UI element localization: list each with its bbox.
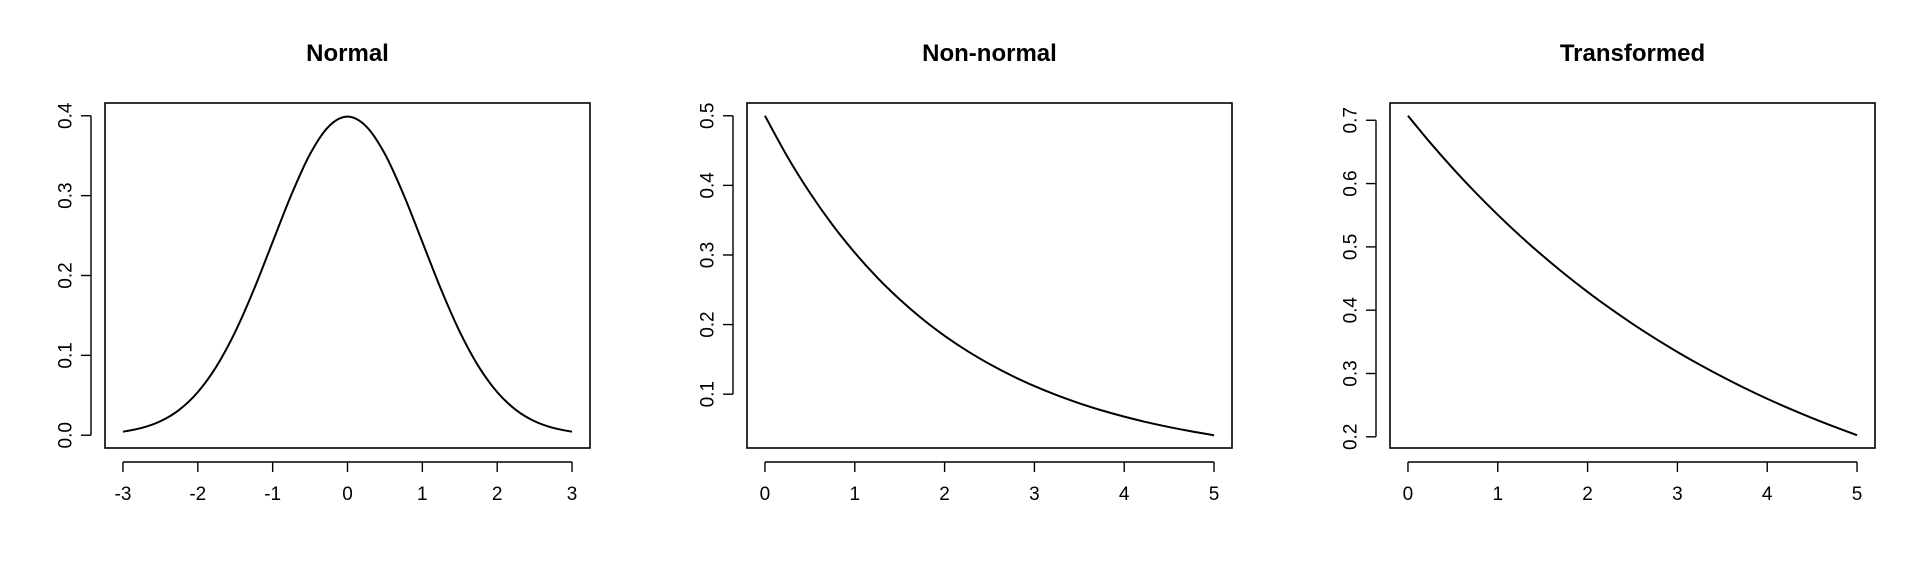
plot-frame bbox=[746, 102, 1233, 449]
x-tick-label: -3 bbox=[115, 484, 132, 505]
x-tick-label: 1 bbox=[1492, 484, 1503, 505]
x-tick-label: 3 bbox=[1672, 484, 1683, 505]
x-axis: 0 1 2 3 4 5 bbox=[1403, 461, 1863, 505]
y-tick-label: 0.7 bbox=[1341, 107, 1362, 133]
x-tick-label: 2 bbox=[939, 484, 950, 505]
y-tick-label: 0.2 bbox=[698, 311, 719, 337]
y-tick-label: 0.2 bbox=[1341, 424, 1362, 450]
x-tick-label: 5 bbox=[1209, 484, 1220, 505]
x-tick-label: 4 bbox=[1762, 484, 1773, 505]
x-tick-label: 1 bbox=[417, 484, 428, 505]
y-tick-label: 0.5 bbox=[1341, 234, 1362, 260]
density-curve bbox=[1407, 115, 1858, 437]
x-tick-label: 4 bbox=[1119, 484, 1130, 505]
x-tick-label: 3 bbox=[567, 484, 578, 505]
y-tick-label: 0.6 bbox=[1341, 170, 1362, 196]
y-tick-label: 0.3 bbox=[1341, 360, 1362, 386]
x-axis: 0 1 2 3 4 5 bbox=[760, 461, 1220, 505]
y-tick-label: 0.4 bbox=[56, 102, 77, 129]
x-tick-label: 3 bbox=[1029, 484, 1040, 505]
chart-title: Transformed bbox=[1560, 40, 1705, 67]
density-curve bbox=[764, 115, 1215, 437]
x-axis: -3 -2 -1 0 1 2 3 bbox=[115, 461, 578, 505]
y-tick-label: 0.1 bbox=[56, 342, 77, 368]
x-tick-label: 1 bbox=[849, 484, 860, 505]
x-tick-label: -1 bbox=[264, 484, 281, 505]
x-tick-label: -2 bbox=[189, 484, 206, 505]
y-tick-label: 0.2 bbox=[56, 262, 77, 288]
x-tick-label: 2 bbox=[1582, 484, 1593, 505]
density-curve bbox=[122, 115, 573, 433]
y-axis: 0.0 0.1 0.2 0.3 0.4 bbox=[56, 102, 92, 448]
y-tick-label: 0.4 bbox=[698, 172, 719, 199]
x-tick-label: 0 bbox=[342, 484, 353, 505]
y-tick-label: 0.0 bbox=[56, 422, 77, 448]
x-tick-label: 2 bbox=[492, 484, 503, 505]
y-tick-label: 0.3 bbox=[56, 182, 77, 208]
plot-frame bbox=[1389, 102, 1876, 449]
chart-title: Normal bbox=[306, 40, 389, 67]
y-tick-label: 0.3 bbox=[698, 242, 719, 268]
panel-normal: Normal -3 -2 -1 0 1 2 3 0.0 0.1 0.2 0.3 0.4 bbox=[56, 40, 591, 505]
panel-non-normal: Non-normal 0 1 2 3 4 5 0.1 0.2 0.3 0.4 0.5 bbox=[698, 40, 1233, 505]
x-tick-label: 5 bbox=[1852, 484, 1863, 505]
panel-transformed: Transformed 0 1 2 3 4 5 0.2 0.3 0.4 0.5 0.6 0.7 bbox=[1341, 40, 1876, 505]
y-axis: 0.2 0.3 0.4 0.5 0.6 0.7 bbox=[1341, 107, 1377, 450]
plot-frame bbox=[104, 102, 591, 449]
chart-title: Non-normal bbox=[922, 40, 1057, 67]
y-axis: 0.1 0.2 0.3 0.4 0.5 bbox=[698, 103, 734, 407]
y-tick-label: 0.5 bbox=[698, 103, 719, 129]
x-tick-label: 0 bbox=[760, 484, 771, 505]
y-tick-label: 0.1 bbox=[698, 381, 719, 407]
x-tick-label: 0 bbox=[1403, 484, 1414, 505]
y-tick-label: 0.4 bbox=[1341, 297, 1362, 324]
